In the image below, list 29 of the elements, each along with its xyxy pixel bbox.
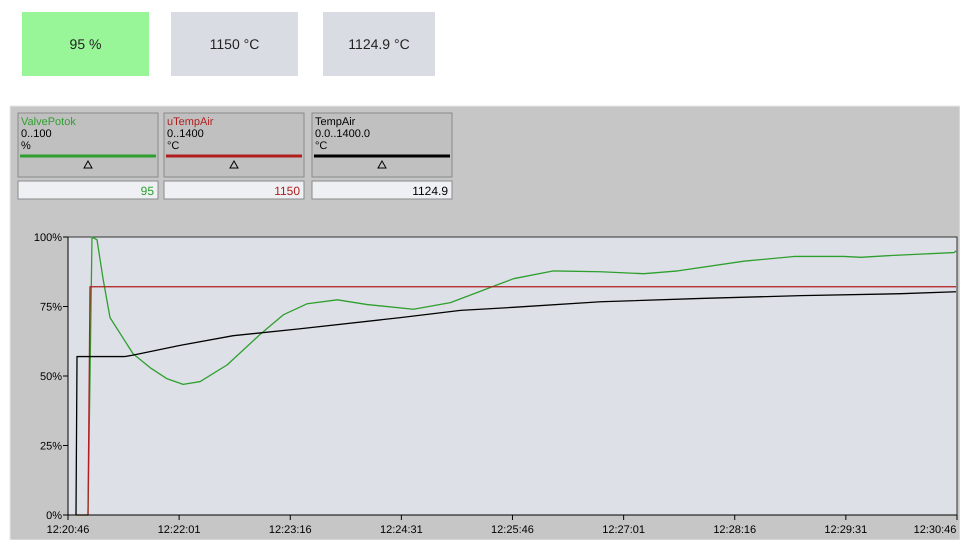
x-tick-label: 12:23:16: [268, 524, 312, 536]
text: 1150: [274, 184, 300, 198]
x-tick-label: 12:24:31: [380, 524, 423, 536]
y-tick-label: 100%: [34, 232, 62, 244]
text: 0.0..1400.0: [315, 128, 370, 140]
x-tick-label: 12:28:16: [713, 524, 756, 536]
text: 0..100: [21, 128, 52, 140]
y-tick-label: 50%: [40, 371, 62, 383]
text: 95: [140, 184, 154, 198]
text: °C: [315, 140, 328, 152]
text: 1124.9: [412, 184, 448, 198]
value-tile: 1150 °C: [171, 12, 298, 76]
text: ValvePotok: [21, 116, 76, 128]
text: TempAir: [315, 116, 356, 128]
x-tick-label: 12:25:46: [491, 524, 534, 536]
x-tick-label: 12:30:46: [914, 524, 956, 536]
x-tick-label: 12:27:01: [602, 524, 646, 536]
text: %: [21, 140, 31, 152]
x-tick-label: 12:20:46: [46, 524, 90, 536]
value-tile: 1124.9 °C: [323, 12, 435, 76]
text: °C: [167, 140, 180, 152]
y-tick-label: 25%: [40, 440, 62, 452]
value-tile: 95 %: [22, 12, 149, 76]
x-tick-label: 12:29:31: [824, 524, 868, 536]
y-tick-label: 75%: [40, 302, 62, 314]
text: 0..1400: [167, 128, 204, 140]
y-tick-label: 0%: [46, 510, 62, 522]
x-tick-label: 12:22:01: [158, 524, 201, 536]
text: uTempAir: [167, 116, 214, 128]
